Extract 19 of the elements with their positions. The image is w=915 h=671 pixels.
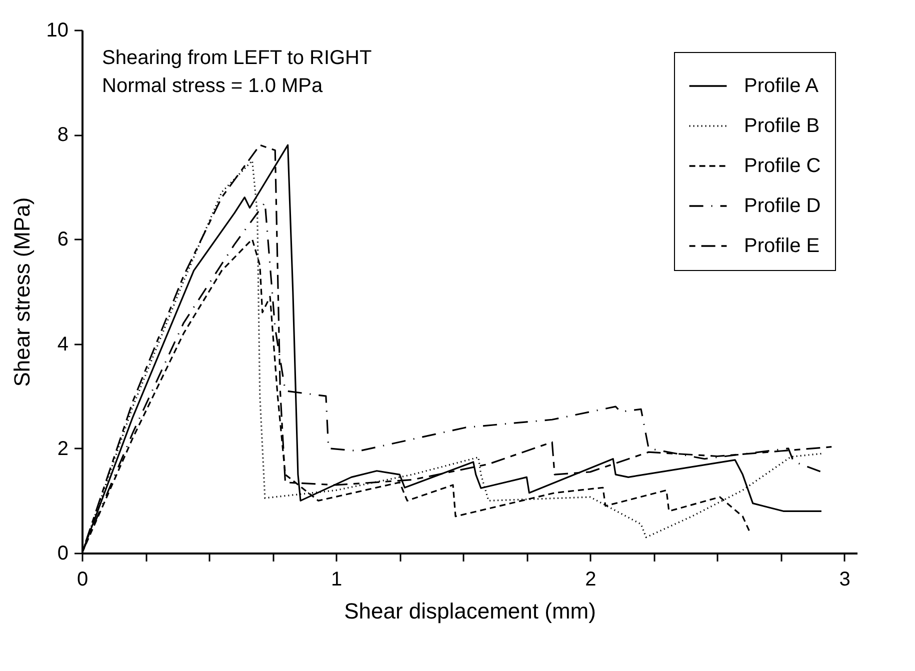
x-tick-label: 2: [585, 568, 596, 590]
legend-label: Profile D: [744, 195, 821, 217]
legend-label: Profile C: [744, 155, 821, 177]
y-tick-label: 4: [57, 333, 68, 356]
x-tick-label: 0: [76, 568, 88, 590]
y-tick-label: 2: [57, 438, 68, 460]
x-tick-label: 3: [839, 568, 850, 590]
y-tick-label: 0: [57, 542, 68, 564]
y-axis-title: Shear stress (MPa): [9, 197, 34, 387]
legend-label: Profile A: [744, 75, 820, 97]
legend-label: Profile E: [744, 235, 820, 257]
x-tick-label: 1: [331, 568, 342, 590]
y-tick-label: 10: [46, 20, 68, 42]
x-axis-title: Shear displacement (mm): [344, 598, 596, 624]
annotation: Normal stress = 1.0 MPa: [102, 75, 324, 97]
y-tick-label: 6: [57, 228, 68, 251]
y-tick-label: 8: [57, 124, 68, 146]
annotation: Shearing from LEFT to RIGHT: [102, 47, 372, 69]
legend-label: Profile B: [744, 115, 820, 137]
